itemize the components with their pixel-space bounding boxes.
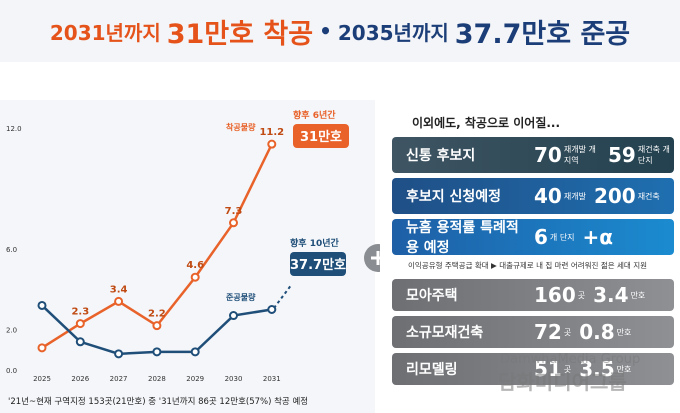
title-sep: • — [319, 19, 332, 43]
y-tick-label: 12.0 — [6, 125, 22, 133]
panel-row: 신통 후보지 70 재개발 개 지역 59 재건축 개 단지 — [392, 137, 674, 173]
panel-row: 후보지 신청예정 40 재개발 200 재건축 — [392, 178, 674, 214]
point — [190, 272, 200, 282]
data-label: 2.3 — [71, 307, 89, 318]
series-name: 준공물량 — [226, 292, 256, 302]
row-number: 40 — [534, 184, 562, 208]
y-tick-label: 6.0 — [6, 246, 17, 254]
row-number: 200 — [593, 184, 636, 208]
point — [75, 319, 85, 329]
row-label: 모아주택 — [406, 288, 458, 304]
point — [114, 349, 124, 359]
row-number: 3.4 — [593, 283, 629, 307]
row-unit: 만호 — [616, 364, 632, 374]
data-label: 7.3 — [225, 206, 243, 217]
point — [75, 337, 85, 347]
row-number: 51 — [534, 357, 562, 381]
point — [229, 218, 238, 228]
panel-row: 소규모재건축 72 곳 0.8 만호 — [392, 316, 674, 348]
row-unit: 곳 — [563, 364, 572, 374]
row-unit: 곳 — [577, 290, 586, 300]
annotation-title: 향후 10년간 — [290, 237, 339, 249]
point — [37, 343, 47, 353]
row-number: 160 — [534, 283, 576, 307]
data-label: 2.2 — [148, 309, 166, 320]
title-part: 2031년까지 — [49, 20, 161, 45]
annotation-box — [293, 124, 349, 148]
series-name: 착공물량 — [226, 122, 256, 132]
watermark: 담화미디어그룹 — [498, 370, 627, 394]
x-tick-label: 2026 — [71, 375, 89, 383]
title-part: 2035년까지 — [337, 20, 449, 45]
row-unit: 재건축 개 단지 — [637, 145, 670, 165]
x-tick-label: 2028 — [148, 375, 166, 383]
row-unit: 개 단지 — [549, 232, 575, 242]
row-number: 59 — [608, 143, 636, 167]
y-tick-label: 2.0 — [6, 327, 17, 335]
point — [114, 296, 124, 306]
row-label: 뉴홈 용적률 특례적용 예정 — [406, 220, 519, 256]
point — [152, 347, 162, 357]
data-label: 11.2 — [259, 127, 284, 138]
footnote: '21년~현재 구역지정 153곳(21만호) 중 '31년까지 86곳 12만… — [8, 396, 308, 407]
row-label: 리모델링 — [406, 362, 458, 378]
annotation-title: 향후 6년간 — [293, 109, 336, 121]
panel-row: 모아주택 160 곳 3.4 만호 — [392, 279, 674, 311]
data-label: 4.6 — [186, 260, 204, 271]
row-unit: 재개발 — [563, 191, 586, 201]
row-label: 후보지 신청예정 — [406, 189, 502, 205]
dash-ext — [273, 283, 293, 309]
panel: 이외에도, 착공으로 이어질... 신통 후보지 70 재개발 개 지역 59 재건축 … — [392, 108, 674, 390]
point — [267, 139, 277, 149]
x-tick-label: 2029 — [186, 375, 204, 383]
panel-heading: 이외에도, 착공으로 이어질... — [412, 116, 561, 130]
row-number: 70 — [534, 143, 562, 167]
x-tick-label: 2027 — [110, 375, 128, 383]
note: 이익공유형 주택공급 확대 ▶ 대출규제로 내 집 마련 어려워진 젊은 세대 … — [408, 261, 647, 270]
row-unit: 재건축 — [637, 191, 660, 201]
x-tick-label: 2025 — [33, 375, 51, 383]
row-label: 소규모재건축 — [406, 325, 484, 341]
title-part: 31만호 착공 — [166, 18, 314, 50]
annotation-value: 37.7만호 — [290, 257, 346, 273]
chart: 0.0 2.0 6.0 12.0 2025 2026 2027 2028 2029 2030 203… — [0, 100, 380, 413]
point — [152, 321, 162, 331]
annotation-value: 31만호 — [300, 129, 342, 145]
row-number: 0.8 — [579, 320, 615, 344]
plus-sign — [371, 251, 380, 265]
row-number: 6 — [534, 225, 548, 249]
title: 2031년까지 31만호 착공 • 2035년까지 37.7만호 준공 — [0, 0, 680, 62]
row-number: +α — [582, 225, 614, 249]
data-label: 3.4 — [110, 284, 128, 295]
watermark: DamwhaMedia Group — [500, 352, 641, 367]
title-part: 37.7만호 준공 — [454, 18, 631, 50]
point — [37, 300, 47, 310]
point — [229, 311, 238, 321]
point — [190, 347, 200, 357]
y-tick-label: 0.0 — [6, 367, 17, 375]
annotation-box — [290, 252, 346, 276]
row-label: 신통 후보지 — [406, 148, 476, 164]
x-tick-label: 2031 — [263, 375, 281, 383]
row-unit: 만호 — [630, 290, 646, 300]
panel-row: 리모델링 51 곳 3.5 만호 — [392, 353, 674, 385]
x-tick-label: 2030 — [225, 375, 243, 383]
row-unit: 곳 — [563, 327, 572, 337]
row-unit: 재개발 개 지역 — [563, 145, 596, 165]
row-number: 72 — [534, 320, 562, 344]
row-number: 3.5 — [579, 357, 615, 381]
row-unit: 만호 — [616, 327, 632, 337]
panel-row: 뉴홈 용적률 특례적용 예정 6 개 단지 +α — [392, 219, 674, 256]
point — [267, 305, 277, 314]
